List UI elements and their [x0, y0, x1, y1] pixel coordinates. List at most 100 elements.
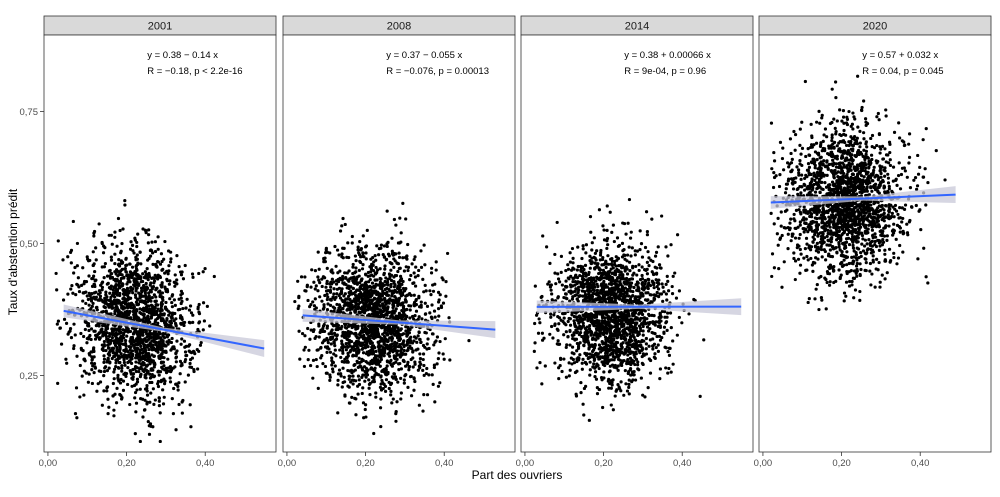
data-point	[340, 287, 344, 291]
data-point	[125, 298, 129, 302]
data-point	[666, 279, 670, 283]
data-point	[125, 302, 130, 307]
data-point	[114, 358, 118, 362]
data-point	[175, 349, 179, 353]
data-point	[435, 335, 440, 339]
data-point	[369, 298, 373, 302]
data-point	[391, 309, 395, 313]
data-point	[407, 365, 411, 369]
data-point	[92, 291, 97, 295]
data-point	[148, 330, 152, 335]
data-point	[406, 268, 410, 273]
data-point	[656, 349, 661, 353]
data-point	[127, 291, 131, 295]
data-point	[370, 281, 375, 285]
data-point	[195, 347, 199, 352]
data-point	[140, 351, 145, 355]
data-point	[379, 374, 383, 378]
data-point	[371, 313, 376, 317]
data-point	[303, 289, 307, 293]
data-point	[144, 281, 148, 286]
data-point	[162, 377, 166, 381]
data-point	[348, 401, 352, 405]
data-point	[357, 378, 361, 382]
data-point	[160, 352, 164, 356]
data-point	[316, 386, 320, 390]
data-point	[156, 369, 161, 373]
data-point	[329, 337, 333, 341]
data-point	[410, 262, 414, 266]
data-point	[399, 391, 403, 395]
data-point	[164, 371, 169, 375]
data-point	[394, 307, 398, 311]
data-point	[361, 351, 366, 355]
data-point	[351, 324, 355, 328]
data-point	[396, 241, 401, 245]
data-point	[398, 216, 402, 220]
data-point	[102, 374, 106, 378]
data-point	[166, 272, 170, 276]
data-point	[384, 368, 388, 372]
data-point	[158, 411, 162, 415]
data-point	[572, 321, 577, 325]
regression-line	[302, 314, 496, 331]
data-point	[135, 332, 139, 336]
data-point	[356, 248, 360, 252]
data-point	[428, 289, 432, 293]
data-point	[587, 345, 591, 350]
data-point	[386, 240, 390, 244]
data-point	[313, 307, 317, 312]
data-point	[429, 293, 433, 297]
data-point	[96, 292, 101, 296]
data-point	[638, 229, 642, 233]
data-point	[149, 316, 153, 320]
data-point	[128, 270, 133, 274]
data-point	[419, 340, 423, 344]
data-point	[638, 343, 642, 347]
data-point	[162, 382, 167, 386]
data-point	[405, 343, 409, 347]
data-point	[651, 337, 655, 341]
data-point	[609, 403, 613, 407]
data-point	[130, 265, 135, 269]
data-point	[138, 375, 142, 379]
data-point	[356, 339, 361, 344]
data-point	[130, 287, 134, 291]
data-point	[587, 418, 591, 422]
data-point	[353, 290, 357, 294]
data-point	[120, 261, 124, 265]
data-point	[145, 309, 149, 314]
data-point	[408, 316, 412, 320]
data-point	[90, 304, 94, 308]
data-point	[399, 316, 403, 320]
data-point	[370, 302, 374, 306]
data-point	[619, 342, 624, 346]
data-point	[358, 343, 362, 347]
data-point	[438, 381, 442, 385]
data-point	[365, 288, 369, 292]
data-point	[381, 309, 385, 314]
data-point	[364, 415, 368, 419]
data-point	[401, 359, 405, 363]
data-point	[550, 292, 554, 296]
data-point	[338, 296, 343, 300]
x-tick-label: 0,00	[278, 458, 297, 469]
data-point	[94, 295, 98, 299]
data-point	[427, 346, 431, 351]
data-point	[398, 361, 402, 366]
data-point	[656, 245, 660, 249]
panel-frame	[520, 34, 754, 453]
data-point	[360, 391, 364, 396]
data-point	[142, 408, 147, 412]
data-point	[356, 298, 360, 302]
data-point	[376, 283, 381, 287]
data-point	[172, 345, 176, 349]
data-point	[374, 332, 378, 336]
data-point	[167, 282, 171, 286]
data-point	[359, 360, 363, 364]
data-point	[109, 284, 113, 288]
data-point	[145, 358, 149, 363]
data-point	[313, 269, 318, 273]
data-point	[373, 297, 377, 301]
data-point	[296, 279, 300, 283]
